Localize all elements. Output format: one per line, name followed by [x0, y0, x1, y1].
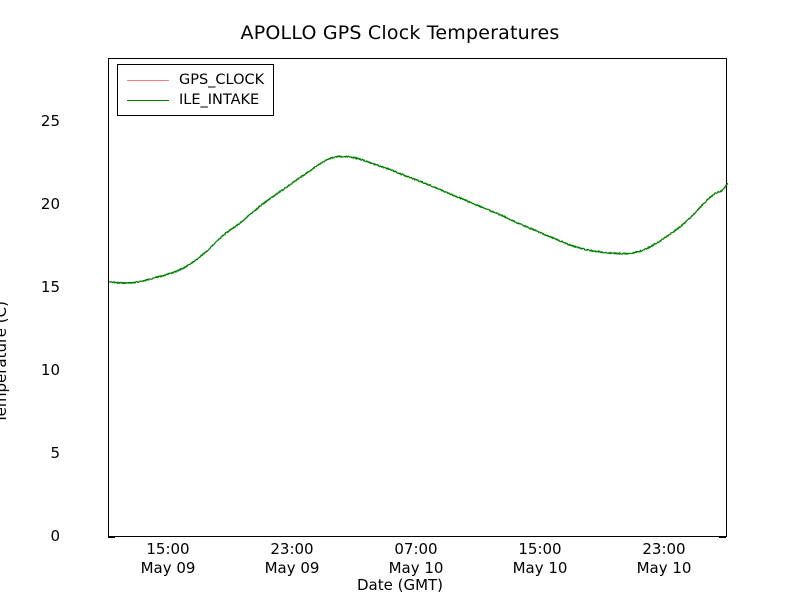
legend: GPS_CLOCK ILE_INTAKE — [117, 64, 275, 116]
y-tick-mark-right-0 — [719, 537, 726, 538]
series-line-ile-intake — [109, 155, 728, 285]
x-tick-time-3: 07:00 — [394, 540, 438, 558]
legend-swatch-gps-clock — [127, 79, 169, 81]
x-axis-label: Date (GMT) — [356, 576, 444, 594]
plot-area — [108, 58, 728, 537]
x-tick-date-2: May 09 — [264, 559, 320, 578]
y-axis-label: Temperature (C) — [0, 301, 10, 423]
y-tick-label-10: 10 — [40, 361, 60, 379]
y-tick-label-0: 0 — [50, 527, 60, 545]
x-tick-date-3: May 10 — [388, 559, 444, 578]
plot-svg — [109, 155, 728, 285]
x-tick-time-2: 23:00 — [270, 540, 314, 558]
x-tick-label-4: 15:00 May 10 — [480, 540, 600, 578]
x-tick-time-4: 15:00 — [518, 540, 562, 558]
legend-swatch-ile-intake — [127, 99, 169, 101]
x-tick-label-1: 15:00 May 09 — [108, 540, 228, 578]
legend-item-gps-clock: GPS_CLOCK — [124, 70, 264, 90]
x-tick-date-4: May 10 — [512, 559, 568, 578]
x-tick-label-2: 23:00 May 09 — [232, 540, 352, 578]
x-tick-time-5: 23:00 — [642, 540, 686, 558]
y-tick-label-5: 5 — [50, 444, 60, 462]
series-layer — [109, 155, 728, 285]
y-tick-label-15: 15 — [40, 278, 60, 296]
legend-item-ile-intake: ILE_INTAKE — [124, 90, 264, 110]
chart-title: APOLLO GPS Clock Temperatures — [240, 22, 560, 44]
y-tick-label-25: 25 — [40, 112, 60, 130]
y-tick-mark-0 — [108, 537, 115, 538]
legend-label-gps-clock: GPS_CLOCK — [179, 72, 265, 88]
x-tick-label-3: 07:00 May 10 — [356, 540, 476, 578]
x-tick-date-1: May 09 — [140, 559, 196, 578]
legend-label-ile-intake: ILE_INTAKE — [179, 92, 260, 108]
y-tick-label-20: 20 — [40, 195, 60, 213]
x-tick-time-1: 15:00 — [146, 540, 190, 558]
x-tick-date-5: May 10 — [636, 559, 692, 578]
x-tick-label-5: 23:00 May 10 — [604, 540, 724, 578]
